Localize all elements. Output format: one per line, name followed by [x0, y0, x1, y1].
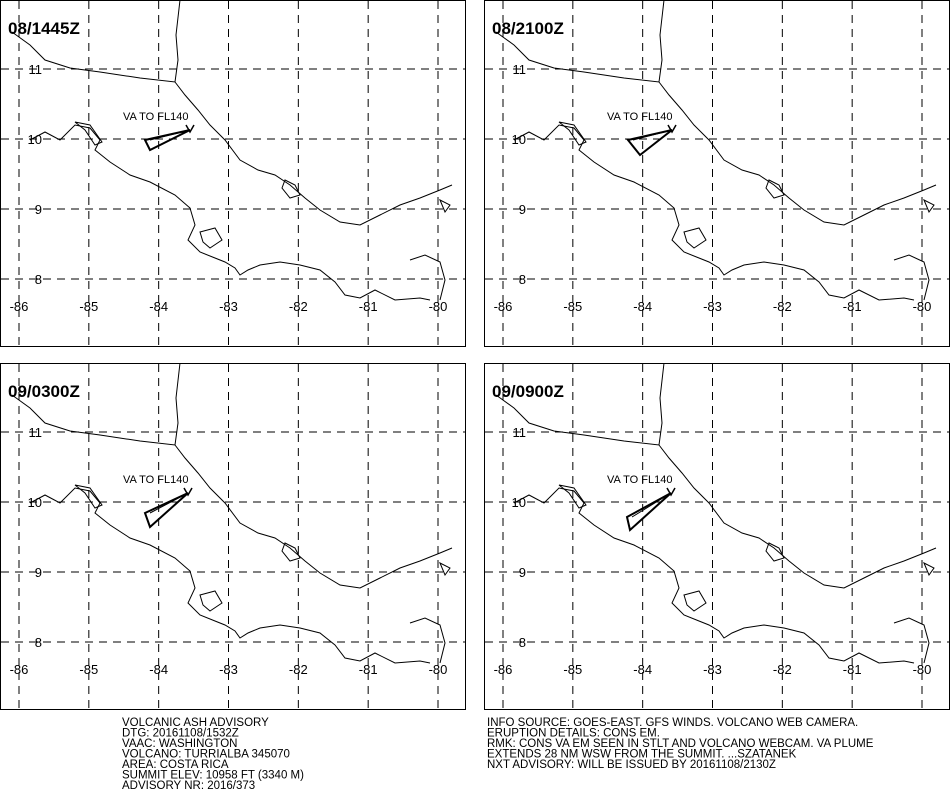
volcano-marker — [667, 124, 677, 134]
plume-annotation: VA TO FL140 — [607, 474, 672, 486]
plume-axis — [149, 492, 189, 514]
coastline — [11, 362, 453, 664]
plume-annotation: VA TO FL140 — [607, 111, 672, 123]
lat-tick-label: 11 — [29, 425, 43, 440]
coastline — [495, 362, 937, 664]
advisory-line: RMK: CONS VA EM SEEN IN STLT AND VOLCANO… — [487, 738, 874, 750]
lon-tick-label: -84 — [633, 662, 652, 677]
volcano-marker — [666, 487, 676, 497]
advisory-line: ERUPTION DETAILS: CONS EM. — [487, 728, 660, 740]
lon-tick-label: -80 — [913, 662, 932, 677]
lat-tick-label: 9 — [35, 202, 42, 217]
panel-frame — [484, 0, 950, 347]
lon-tick-label: -86 — [494, 662, 513, 677]
lon-tick-label: -83 — [703, 662, 722, 677]
lon-tick-label: -81 — [843, 662, 862, 677]
advisory-line: ADVISORY NR: 2016/373 — [122, 780, 255, 792]
lon-tick-label: -81 — [359, 299, 378, 314]
lon-tick-label: -85 — [563, 662, 582, 677]
lon-tick-label: -81 — [843, 299, 862, 314]
advisory-line: VOLCANO: TURRIALBA 345070 — [122, 749, 290, 761]
map-content — [495, 0, 937, 301]
lon-tick-label: -86 — [10, 662, 29, 677]
ash-plume — [143, 129, 191, 152]
plume-axis — [631, 492, 672, 518]
ash-plume — [625, 492, 672, 532]
lon-tick-label: -82 — [773, 299, 792, 314]
lon-tick-label: -82 — [289, 299, 308, 314]
lat-tick-label: 10 — [512, 132, 526, 147]
advisory-line: EXTENDS 28 NM WSW FROM THE SUMMIT. ...SZ… — [487, 749, 797, 761]
lat-tick-label: 11 — [513, 425, 527, 440]
lat-tick-label: 9 — [519, 565, 526, 580]
lon-tick-label: -81 — [359, 662, 378, 677]
lon-tick-label: -85 — [79, 662, 98, 677]
ash-plume — [143, 492, 189, 529]
map-panel: -86 -85 -84 -83 -82 -81 -80 11 10 9 8 08/1445Z VA TO… — [0, 0, 466, 347]
volcano-marker — [185, 124, 195, 134]
lon-tick-label: -83 — [703, 299, 722, 314]
advisory-line: VAAC: WASHINGTON — [122, 738, 237, 750]
plume-annotation: VA TO FL140 — [123, 474, 188, 486]
lon-tick-label: -82 — [289, 662, 308, 677]
lat-tick-label: 8 — [35, 272, 42, 287]
lon-tick-label: -84 — [149, 662, 168, 677]
map-panel: -86 -85 -84 -83 -82 -81 -80 11 10 9 8 08/2100Z VA TO… — [484, 0, 950, 347]
plume-axis — [149, 129, 191, 141]
lon-tick-label: -86 — [494, 299, 513, 314]
panel-title: 09/0300Z — [8, 382, 80, 401]
panels: -86 -85 -84 -83 -82 -81 -80 11 10 9 8 08/1445Z VA TO… — [0, 0, 950, 710]
map-panel: -86 -85 -84 -83 -82 -81 -80 11 10 9 8 09/0300Z VA TO… — [0, 362, 466, 710]
lat-tick-label: 9 — [519, 202, 526, 217]
coastline — [11, 0, 453, 301]
advisory-line: DTG: 20161108/1532Z — [122, 728, 239, 740]
lon-tick-label: -85 — [79, 299, 98, 314]
lon-tick-label: -83 — [219, 299, 238, 314]
panel-title: 09/0900Z — [492, 382, 564, 401]
panel-title: 08/2100Z — [492, 19, 564, 38]
advisory-line: VOLCANIC ASH ADVISORY — [122, 717, 269, 729]
lat-tick-label: 10 — [28, 495, 42, 510]
advisory-line: INFO SOURCE: GOES-EAST. GFS WINDS. VOLCA… — [487, 717, 858, 729]
panel-frame — [484, 363, 950, 710]
map-panel: -86 -85 -84 -83 -82 -81 -80 11 10 9 8 09/0900Z VA TO… — [484, 362, 950, 710]
lon-tick-label: -80 — [429, 299, 448, 314]
lat-tick-label: 10 — [28, 132, 42, 147]
lat-tick-label: 11 — [29, 62, 43, 77]
lon-tick-label: -80 — [429, 662, 448, 677]
lon-tick-label: -84 — [149, 299, 168, 314]
lat-tick-label: 8 — [519, 635, 526, 650]
lat-tick-label: 8 — [519, 272, 526, 287]
panel-frame — [0, 0, 466, 347]
volcano-marker — [183, 487, 193, 497]
lat-tick-label: 9 — [35, 565, 42, 580]
ash-plume — [626, 129, 673, 157]
advisory-line: NXT ADVISORY: WILL BE ISSUED BY 20161108… — [487, 759, 776, 771]
lon-tick-label: -80 — [913, 299, 932, 314]
lat-tick-label: 8 — [35, 635, 42, 650]
lat-tick-label: 11 — [513, 62, 527, 77]
lon-tick-label: -82 — [773, 662, 792, 677]
lon-tick-label: -83 — [219, 662, 238, 677]
advisory-line: AREA: COSTA RICA — [122, 759, 229, 771]
map-content — [11, 362, 453, 664]
plume-annotation: VA TO FL140 — [123, 111, 188, 123]
panel-frame — [0, 363, 466, 710]
map-content — [495, 362, 937, 664]
lat-tick-label: 10 — [512, 495, 526, 510]
coastline — [495, 0, 937, 301]
plume-axis — [632, 129, 673, 141]
map-content — [11, 0, 453, 301]
lon-tick-label: -84 — [633, 299, 652, 314]
lon-tick-label: -85 — [563, 299, 582, 314]
lon-tick-label: -86 — [10, 299, 29, 314]
advisory-line: SUMMIT ELEV: 10958 FT (3340 M) — [122, 770, 304, 782]
panel-title: 08/1445Z — [8, 19, 80, 38]
